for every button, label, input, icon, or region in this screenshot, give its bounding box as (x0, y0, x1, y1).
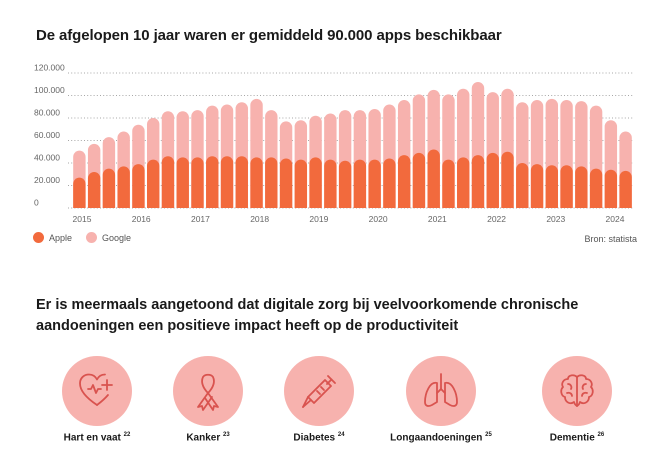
bar-apple (102, 168, 116, 208)
bar-apple (146, 159, 160, 208)
bar-apple (191, 157, 204, 208)
bar-apple (294, 159, 308, 208)
lungs-icon (424, 373, 458, 407)
bar-apple (73, 177, 86, 208)
condition-label: Diabetes 24 (293, 432, 345, 444)
y-tick-label: 40.000 (34, 153, 60, 163)
bar-apple (338, 160, 352, 208)
condition-circle (284, 356, 354, 426)
x-tick-label: 2020 (369, 214, 388, 224)
condition-circle (542, 356, 612, 426)
bar-apple (265, 157, 278, 208)
source-note: Bron: statista (584, 234, 637, 244)
bar-apple (604, 169, 618, 208)
bar-apple (575, 166, 588, 208)
bar-apple (501, 151, 514, 208)
awareness-ribbon-icon (197, 373, 219, 411)
bar-apple (516, 163, 529, 208)
heart-plus-icon (79, 373, 113, 406)
y-axis-tick-labels: 0 20.000 40.000 60.000 80.000 100.000 120.000 (34, 63, 65, 208)
bar-apple (132, 164, 145, 208)
condition-dementie: Dementie 26 (517, 356, 637, 443)
bar-apple (486, 152, 499, 208)
bars (73, 81, 632, 208)
condition-label: Dementie 26 (549, 432, 605, 444)
bar-apple (545, 165, 559, 208)
bar-apple (235, 156, 248, 208)
x-tick-label: 2019 (309, 214, 328, 224)
legend-item-apple: Apple (33, 232, 72, 243)
bar-apple (368, 159, 381, 208)
bar-apple (353, 159, 367, 208)
condition-circle (173, 356, 243, 426)
bar-apple (589, 168, 603, 208)
y-tick-label: 20.000 (34, 175, 60, 185)
bar-apple (220, 156, 234, 208)
bar-apple (176, 157, 189, 208)
bar-apple (471, 155, 485, 208)
bar-apple (619, 170, 632, 208)
bar-apple (161, 156, 175, 208)
bar-apple (427, 149, 440, 208)
condition-diabetes: Diabetes 24 (259, 356, 379, 443)
condition-kanker: Kanker 23 (148, 356, 268, 443)
bar-apple (397, 155, 411, 208)
x-tick-label: 2023 (546, 214, 565, 224)
condition-label: Kanker 23 (186, 432, 230, 444)
legend-label-google: Google (102, 232, 132, 243)
legend-label-apple: Apple (49, 232, 73, 243)
bar-apple (309, 157, 322, 208)
bar-chart: 020.00040.00060.00080.000100.000120.000 … (34, 63, 633, 224)
brain-icon (560, 374, 594, 407)
chart-title: De afgelopen 10 jaar waren er gemiddeld … (36, 27, 502, 44)
bar-apple (87, 172, 101, 208)
bar-apple (383, 158, 396, 208)
condition-hart-en-vaat: Hart en vaat 22 (37, 356, 157, 443)
apple-swatch (33, 232, 44, 243)
bar-apple (117, 166, 130, 208)
section-heading: Er is meermaals aangetoond dat digitale … (36, 297, 579, 334)
bar-apple (442, 159, 455, 208)
bar-apple (324, 159, 337, 208)
x-tick-label: 2017 (191, 214, 210, 224)
google-swatch (86, 232, 98, 243)
bar-apple (530, 164, 544, 208)
condition-longaandoeningen: Longaandoeningen 25 (381, 356, 501, 443)
y-tick-label: 120.000 (34, 63, 65, 73)
bar-apple (250, 157, 263, 208)
x-tick-label: 2024 (606, 214, 625, 224)
y-tick-label: 60.000 (34, 130, 60, 140)
x-axis-tick-labels: 2015 2016 2017 2018 2019 2020 2021 2022 2023 2024 (73, 214, 625, 224)
condition-circle (406, 356, 476, 426)
bar-apple (412, 152, 426, 208)
syringe-icon (302, 375, 336, 408)
condition-label: Longaandoeningen 25 (390, 432, 492, 444)
legend: Apple Google (33, 232, 145, 243)
y-tick-label: 100.000 (34, 85, 65, 95)
x-tick-label: 2015 (73, 214, 92, 224)
condition-circle (62, 356, 132, 426)
condition-label: Hart en vaat 22 (63, 432, 131, 444)
y-tick-label: 80.000 (34, 108, 60, 118)
x-tick-label: 2018 (250, 214, 269, 224)
legend-item-google: Google (86, 232, 131, 243)
x-tick-label: 2021 (428, 214, 447, 224)
bar-apple (560, 165, 573, 208)
bar-apple (206, 156, 219, 208)
x-tick-label: 2016 (132, 214, 151, 224)
x-tick-label: 2022 (487, 214, 506, 224)
bar-apple (457, 157, 470, 208)
bar-apple (279, 158, 293, 208)
y-tick-label: 0 (34, 198, 39, 208)
